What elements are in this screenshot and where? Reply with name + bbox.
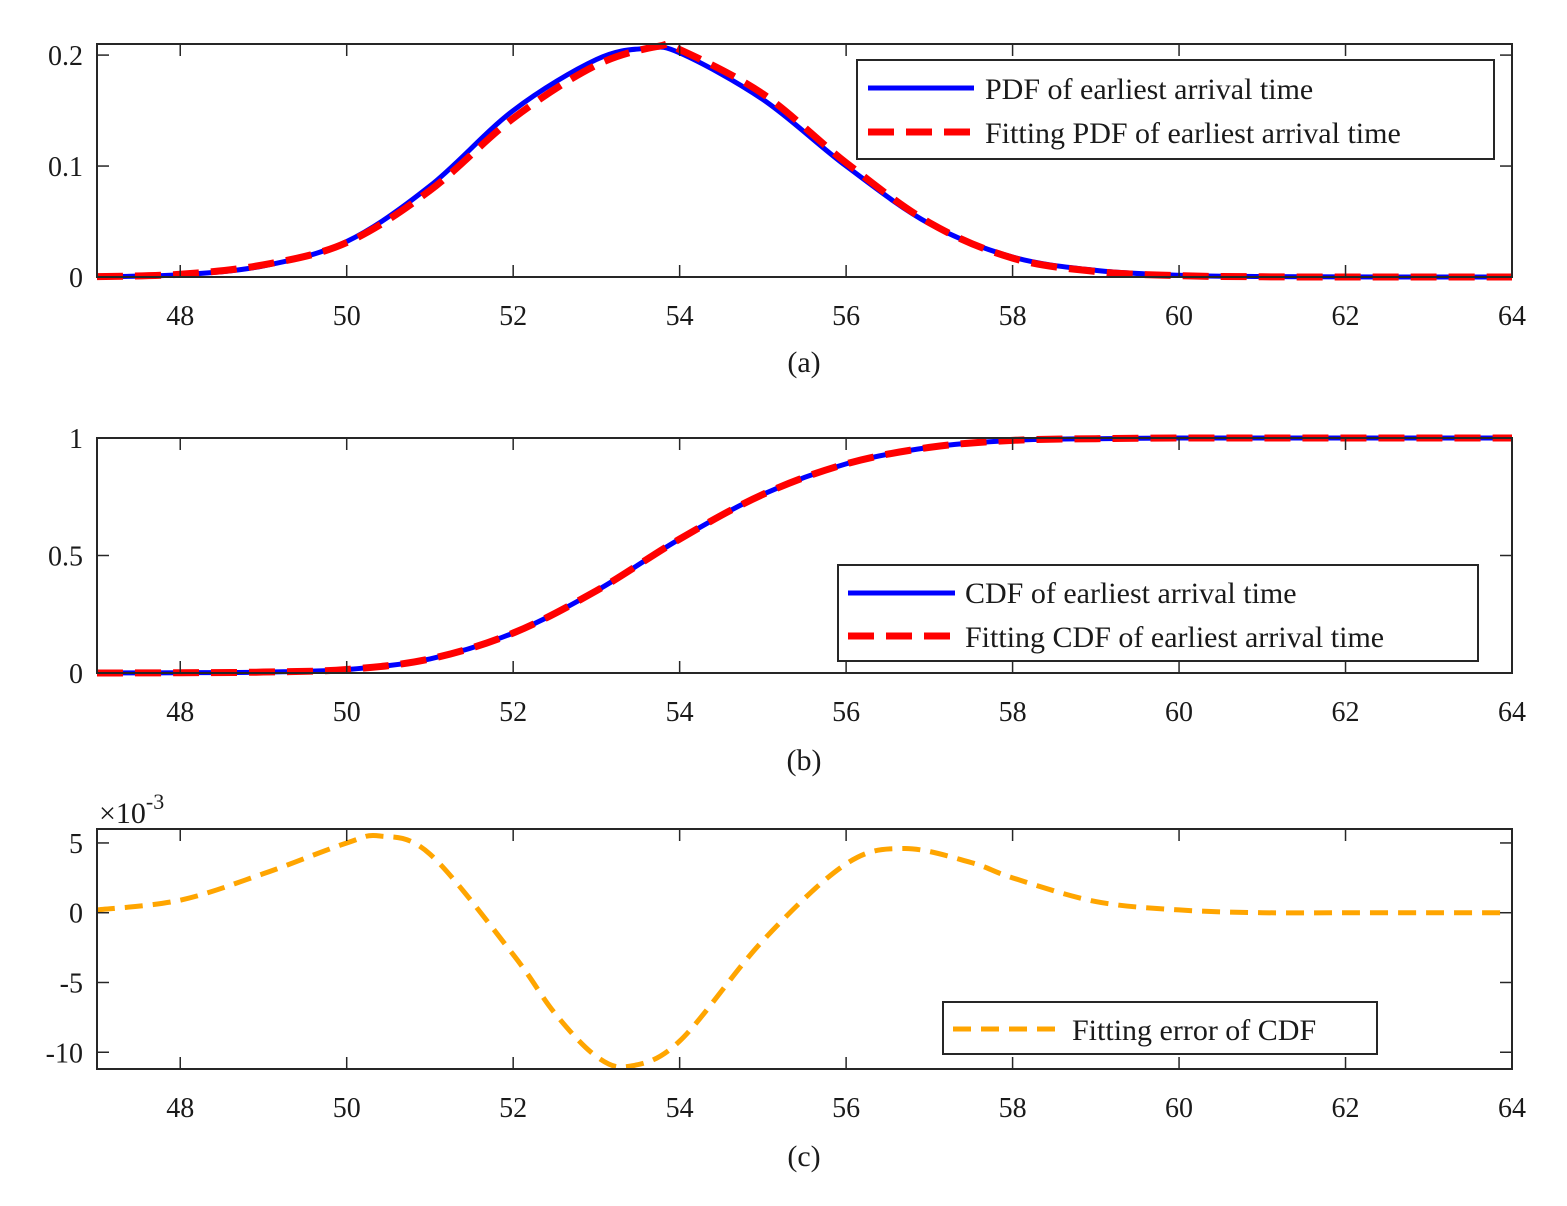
y-tick-label-c: 5 <box>69 829 83 860</box>
x-tick-label-a: 52 <box>499 301 527 332</box>
legend-label-pdf: PDF of earliest arrival time <box>985 73 1313 106</box>
x-tick-label-c: 62 <box>1332 1093 1360 1124</box>
x-tick-label-b: 50 <box>333 697 361 728</box>
y-tick-label-a: 0 <box>69 263 83 294</box>
x-tick-label-a: 60 <box>1165 301 1193 332</box>
caption-b: (b) <box>787 744 822 777</box>
x-tick-label-a: 56 <box>832 301 860 332</box>
x-tick-label-a: 54 <box>666 301 694 332</box>
x-tick-label-c: 54 <box>666 1093 694 1124</box>
x-tick-label-b: 60 <box>1165 697 1193 728</box>
x-tick-label-c: 52 <box>499 1093 527 1124</box>
x-tick-label-b: 54 <box>666 697 694 728</box>
panel-a: 48 50 52 54 56 58 60 62 64 0 0.1 0.2 PDF of earlies… <box>48 40 1526 379</box>
y-exponent-power: -3 <box>146 789 164 814</box>
x-tick-label-b: 64 <box>1498 697 1526 728</box>
x-tick-label-c: 58 <box>999 1093 1027 1124</box>
x-tick-label-a: 48 <box>166 301 194 332</box>
y-tick-label-b: 0 <box>69 659 83 690</box>
series-line-c-1 <box>96 832 1504 1070</box>
x-tick-label-b: 52 <box>499 697 527 728</box>
y-tick-label-c: 0 <box>69 899 83 930</box>
x-tick-label-c: 56 <box>832 1093 860 1124</box>
x-tick-label-a: 50 <box>333 301 361 332</box>
x-tick-label-c: 60 <box>1165 1093 1193 1124</box>
y-tick-label-b: 1 <box>69 424 83 455</box>
x-tick-label-b: 62 <box>1332 697 1360 728</box>
legend-c: Fitting error of CDF <box>942 1001 1378 1055</box>
x-tick-label-c: 48 <box>166 1093 194 1124</box>
y-tick-label-c: -10 <box>46 1038 83 1069</box>
x-tick-label-c: 50 <box>333 1093 361 1124</box>
legend-a: PDF of earliest arrival time Fitting PDF… <box>856 59 1495 160</box>
x-tick-label-c: 64 <box>1498 1093 1526 1124</box>
panel-b: 48 50 52 54 56 58 60 62 64 0 0.5 1 CDF of earliest … <box>48 424 1526 777</box>
legend-b: CDF of earliest arrival time Fitting CDF… <box>837 564 1479 662</box>
legend-label-fit-cdf: Fitting CDF of earliest arrival time <box>965 621 1384 654</box>
caption-c: (c) <box>787 1140 820 1173</box>
legend-box-b <box>837 564 1479 662</box>
caption-a: (a) <box>787 346 820 379</box>
y-tick-label-c: -5 <box>60 968 83 999</box>
legend-label-cdf: CDF of earliest arrival time <box>965 577 1297 610</box>
legend-label-error: Fitting error of CDF <box>1072 1014 1316 1047</box>
panel-c: 48 50 52 54 56 58 60 62 64 -10 -5 0 5 ×10-3 Fitting … <box>46 789 1526 1173</box>
y-tick-label-a: 0.2 <box>48 41 83 72</box>
x-tick-label-b: 56 <box>832 697 860 728</box>
y-tick-label-b: 0.5 <box>48 542 83 573</box>
y-exponent-base: ×10 <box>99 797 146 830</box>
axes-box-c <box>96 828 1513 1070</box>
legend-box-a <box>856 59 1495 160</box>
x-tick-label-a: 62 <box>1332 301 1360 332</box>
y-exponent-label: ×10-3 <box>99 789 164 830</box>
x-tick-label-b: 58 <box>999 697 1027 728</box>
legend-label-fit-pdf: Fitting PDF of earliest arrival time <box>985 117 1401 150</box>
x-tick-label-a: 58 <box>999 301 1027 332</box>
axes-box-a <box>96 43 1513 278</box>
y-tick-label-a: 0.1 <box>48 152 83 183</box>
x-tick-label-a: 64 <box>1498 301 1526 332</box>
x-tick-label-b: 48 <box>166 697 194 728</box>
